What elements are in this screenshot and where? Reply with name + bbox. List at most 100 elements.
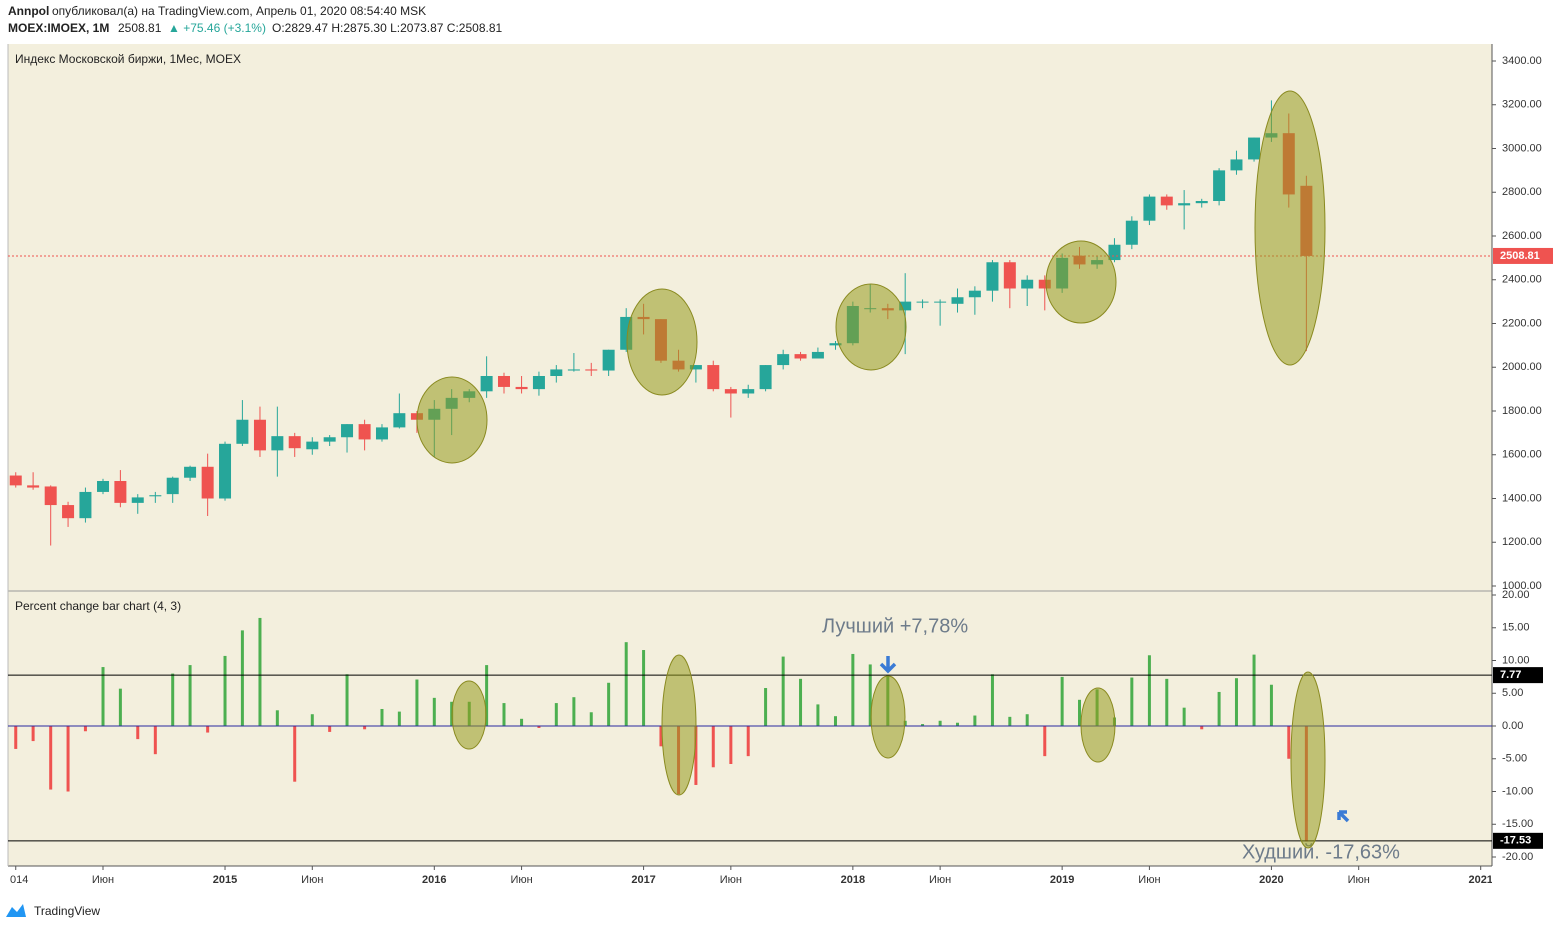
candle-body [1003,262,1016,289]
candle-body [934,301,947,303]
candle-body [1108,244,1121,261]
bar [1269,684,1273,727]
bar [938,720,942,727]
candle-body [149,495,162,497]
candle-body [201,466,214,499]
candle-body [497,375,510,387]
candle-body [341,424,354,438]
arrow [1337,810,1350,823]
level-box [1493,832,1543,849]
y-tick-label: 2200.00 [1502,317,1542,329]
candle-body [811,351,824,359]
candle-body [236,419,249,444]
candle-body [219,443,232,499]
candle-body [9,475,22,486]
candle-body [794,354,807,359]
bar [136,726,140,740]
bar [1234,678,1238,727]
x-tick-label: 2020 [1259,874,1283,886]
highlight [626,288,698,396]
bar [310,714,314,727]
bar [572,697,576,727]
candle-body [166,477,179,495]
candle-body [375,427,388,440]
y-tick-label: 1000.00 [1502,580,1542,592]
highlight [1290,671,1326,849]
candle-body [97,480,110,492]
y-tick-label: 1400.00 [1502,492,1542,504]
bar [1078,699,1082,727]
bar [956,722,960,727]
y-tick-label: 3400.00 [1502,55,1542,67]
x-tick-label: 2017 [631,874,655,886]
candle-body [916,301,929,303]
candle-body [1038,279,1051,289]
bar [1200,726,1204,730]
candle-body [951,297,964,304]
bar [746,726,750,757]
candle-body [567,369,580,371]
y-tick-label: -20.00 [1502,851,1533,863]
y-tick-label: -15.00 [1502,818,1533,830]
candle-body [480,375,493,392]
highlight [661,654,697,796]
y-tick-label: 2800.00 [1502,186,1542,198]
bar [49,726,53,790]
bar [851,653,855,727]
level-label: -17.53 [1500,835,1531,847]
highlight [835,283,907,371]
y-tick-label: 1800.00 [1502,405,1542,417]
symbol: MOEX:IMOEX, 1M [8,21,109,35]
highlight [451,680,487,750]
level-label: 7.77 [1500,669,1521,681]
x-tick-label: Июн [301,874,323,886]
bar [240,630,244,727]
bar [990,674,994,727]
bar [607,682,611,727]
x-tick-label: Июн [1138,874,1160,886]
candle-body [742,389,755,394]
bar [816,704,820,727]
candle-body [759,365,772,390]
bar [1217,691,1221,727]
candle-body [829,343,842,346]
arrow [879,656,897,674]
x-tick-label: Июн [510,874,532,886]
y-tick-label: -10.00 [1502,785,1533,797]
y-tick-label: 10.00 [1502,654,1530,666]
bar [868,664,872,727]
bar [31,726,35,742]
candle-body [1143,196,1156,221]
candle-body [707,365,720,390]
bar [66,726,70,792]
candle-body [184,466,197,478]
bar [554,703,558,727]
x-tick-label: 2018 [841,874,865,886]
last-price-box [1493,247,1553,264]
bar [206,726,210,733]
candle-body [271,436,284,451]
x-tick-label: Июн [929,874,951,886]
candle-body [1248,137,1261,160]
candle-body [1021,279,1034,289]
candle-body [44,486,57,506]
bar [83,726,87,732]
indicator-title: Percent change bar chart (4, 3) [15,599,181,613]
y-tick-label: 1200.00 [1502,536,1542,548]
candle-body [114,480,127,503]
bar [363,726,367,730]
bar [101,667,105,727]
x-tick-label: 2019 [1050,874,1074,886]
candle-body [777,354,790,366]
candle-body [1178,203,1191,206]
y-tick-label: 5.00 [1502,687,1523,699]
bar [275,710,279,727]
y-tick-label: 2600.00 [1502,230,1542,242]
bar [1130,677,1134,727]
candle-body [550,369,563,376]
candle-body [306,441,319,450]
bar [502,703,506,727]
bar [1252,654,1256,727]
